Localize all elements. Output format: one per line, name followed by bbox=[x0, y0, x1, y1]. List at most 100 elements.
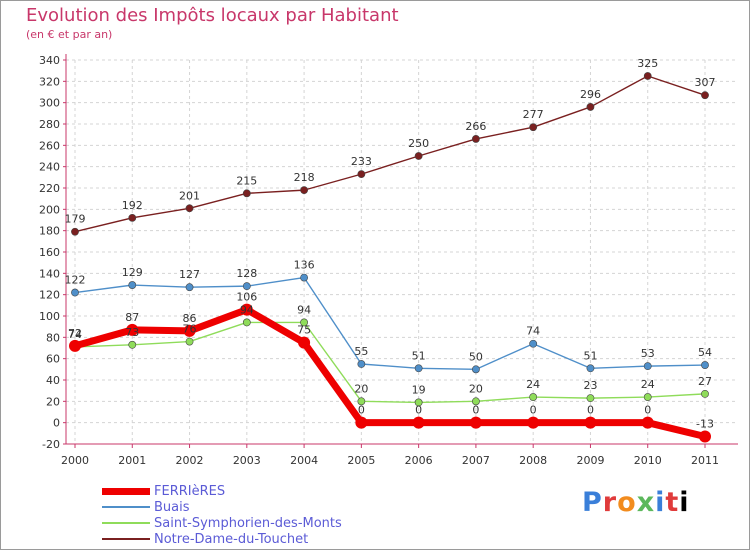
y-tick-label: 260 bbox=[39, 139, 60, 152]
logo-letter: t bbox=[665, 487, 680, 518]
data-label-3: 192 bbox=[122, 199, 143, 212]
data-point-2 bbox=[300, 318, 308, 327]
data-point-1 bbox=[357, 360, 366, 368]
x-tick-label: 2000 bbox=[61, 454, 89, 467]
data-point-0 bbox=[584, 416, 597, 429]
data-point-0 bbox=[240, 303, 253, 316]
legend-label-notre-dame: Notre-Dame-du-Touchet bbox=[154, 532, 309, 547]
data-point-0 bbox=[641, 416, 654, 429]
data-label-0: 75 bbox=[297, 324, 311, 337]
data-point-3 bbox=[242, 189, 251, 198]
data-label-3: 233 bbox=[351, 155, 372, 168]
x-tick-label: 2003 bbox=[233, 454, 261, 467]
data-point-1 bbox=[185, 283, 194, 292]
data-label-0: -13 bbox=[696, 418, 714, 431]
data-point-2 bbox=[701, 389, 709, 398]
x-tick-label: 2005 bbox=[347, 454, 375, 467]
x-tick-label: 2002 bbox=[176, 454, 204, 467]
data-point-2 bbox=[242, 318, 251, 327]
proxiti-logo: Proxiti bbox=[582, 487, 690, 518]
data-label-1: 54 bbox=[698, 346, 712, 359]
legend-swatch-notre-dame bbox=[102, 538, 150, 540]
x-tick-label: 2009 bbox=[576, 454, 604, 467]
data-point-2 bbox=[128, 340, 137, 349]
data-point-3 bbox=[414, 152, 423, 160]
data-label-2: 94 bbox=[297, 303, 311, 316]
x-tick-label: 2007 bbox=[462, 454, 490, 467]
logo-letter: o bbox=[617, 487, 637, 518]
legend-swatch-saint-symphorien bbox=[102, 522, 150, 524]
data-label-0: 0 bbox=[472, 404, 479, 417]
x-tick-label: 2006 bbox=[405, 454, 433, 467]
data-label-0: 0 bbox=[587, 404, 594, 417]
data-label-2: 74 bbox=[68, 328, 82, 341]
data-point-2 bbox=[586, 394, 595, 403]
data-label-3: 250 bbox=[408, 137, 429, 150]
data-label-2: 20 bbox=[469, 382, 483, 395]
data-label-2: 73 bbox=[125, 326, 139, 339]
data-label-2: 94 bbox=[240, 303, 254, 316]
y-tick-label: 100 bbox=[39, 310, 60, 323]
logo-letter: r bbox=[602, 487, 618, 518]
data-point-1 bbox=[300, 273, 308, 282]
data-point-3 bbox=[128, 213, 137, 222]
data-label-0: 86 bbox=[183, 312, 197, 325]
y-tick-label: 200 bbox=[39, 203, 60, 216]
legend-swatch-buais bbox=[102, 506, 150, 508]
y-tick-label: 80 bbox=[46, 331, 60, 344]
series-line-2 bbox=[74, 321, 706, 404]
data-point-0 bbox=[355, 416, 368, 429]
data-point-1 bbox=[643, 362, 652, 371]
data-point-2 bbox=[529, 393, 538, 401]
data-label-0: 0 bbox=[358, 404, 365, 417]
data-point-2 bbox=[643, 393, 652, 401]
y-tick-label: 220 bbox=[39, 182, 60, 195]
data-point-0 bbox=[699, 430, 711, 443]
y-tick-label: 320 bbox=[39, 75, 60, 88]
data-label-1: 74 bbox=[526, 325, 540, 338]
data-label-0: 72 bbox=[68, 327, 82, 340]
logo-letter: P bbox=[582, 487, 603, 518]
data-label-1: 127 bbox=[179, 268, 200, 281]
data-label-0: 106 bbox=[236, 291, 257, 304]
data-label-3: 277 bbox=[523, 108, 544, 121]
data-label-3: 325 bbox=[637, 57, 658, 70]
data-point-1 bbox=[586, 364, 595, 373]
data-label-3: 218 bbox=[294, 171, 315, 184]
legend-label-ferrieres: FERRIèRES bbox=[154, 484, 226, 499]
y-tick-label: -20 bbox=[42, 438, 60, 451]
series-line-3 bbox=[74, 75, 706, 233]
data-label-3: 215 bbox=[236, 174, 257, 187]
x-tick-label: 2011 bbox=[691, 454, 719, 467]
data-point-2 bbox=[472, 397, 480, 406]
data-point-1 bbox=[414, 364, 423, 373]
x-tick-label: 2004 bbox=[290, 454, 318, 467]
data-point-3 bbox=[472, 135, 480, 143]
x-tick-label: 2008 bbox=[519, 454, 547, 467]
data-label-1: 129 bbox=[122, 266, 143, 279]
data-label-1: 55 bbox=[354, 345, 368, 358]
data-point-0 bbox=[527, 416, 540, 429]
y-tick-label: 300 bbox=[39, 97, 60, 110]
legend-label-buais: Buais bbox=[154, 500, 190, 515]
data-label-0: 0 bbox=[644, 404, 651, 417]
y-tick-label: 40 bbox=[46, 374, 60, 387]
chart-subtitle: (en € et par an) bbox=[26, 28, 113, 41]
data-point-1 bbox=[242, 282, 251, 291]
logo-letter: x bbox=[636, 487, 656, 518]
data-label-1: 53 bbox=[641, 347, 655, 360]
y-tick-label: 140 bbox=[39, 267, 60, 280]
data-point-3 bbox=[185, 204, 194, 213]
data-point-3 bbox=[529, 123, 538, 132]
data-label-0: 0 bbox=[530, 404, 537, 417]
data-label-1: 51 bbox=[583, 349, 597, 362]
data-point-2 bbox=[185, 337, 194, 346]
data-label-3: 296 bbox=[580, 88, 601, 101]
data-point-1 bbox=[529, 339, 538, 348]
chart-title: Evolution des Impôts locaux par Habitant bbox=[26, 5, 399, 26]
legend-label-saint-symphorien: Saint-Symphorien-des-Monts bbox=[154, 516, 342, 531]
data-label-2: 27 bbox=[698, 375, 712, 388]
data-point-0 bbox=[298, 336, 311, 349]
data-point-1 bbox=[701, 361, 709, 369]
y-tick-label: 60 bbox=[46, 353, 60, 366]
